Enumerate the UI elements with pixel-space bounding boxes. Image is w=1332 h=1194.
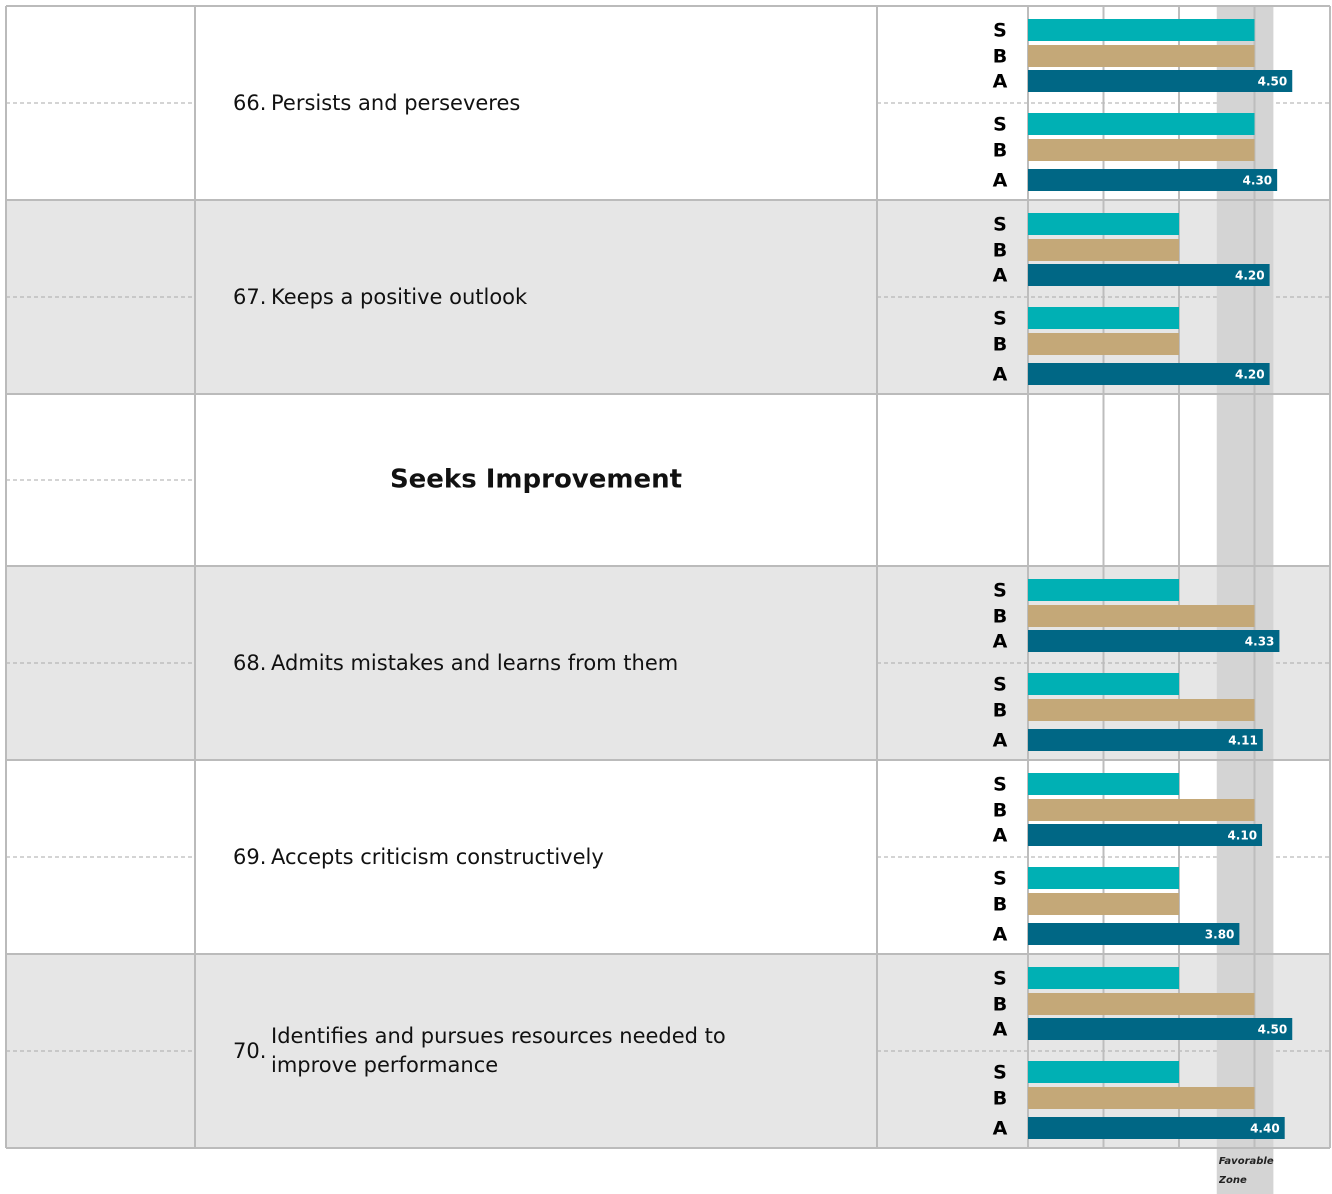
rater-letter: S [993,674,1007,696]
item-number: 70. [233,1039,267,1063]
bar-value-label: 4.40 [1250,1122,1280,1136]
rater-letter: B [993,700,1007,722]
rater-letter: A [993,364,1008,386]
item-number: 69. [233,845,267,869]
bar-value-label: 4.11 [1228,734,1258,748]
rater-letter: A [993,825,1008,847]
bar [1028,605,1255,627]
rater-letter: B [993,606,1007,628]
rater-letter: S [993,774,1007,796]
item-label-box: 70. Identifies and pursues resources need… [233,954,833,1148]
bar-value-label: 4.20 [1235,269,1265,283]
item-label-box: 69. Accepts criticism constructively [233,760,833,954]
rater-letter: A [993,1019,1008,1041]
bar [1028,264,1270,286]
item-label: 67. Keeps a positive outlook [233,200,833,394]
bar [1028,799,1255,821]
bar [1028,45,1255,67]
rater-letter: B [993,1088,1007,1110]
rater-letter: A [993,631,1008,653]
item-label: 69. Accepts criticism constructively [233,760,833,954]
rater-letter: S [993,20,1007,42]
bar [1028,993,1255,1015]
bar [1028,673,1179,695]
bar-value-label: 3.80 [1205,928,1235,942]
bar [1028,1018,1293,1040]
bar [1028,893,1179,915]
bar [1028,19,1255,41]
bar [1028,70,1293,92]
rater-letter: A [993,170,1008,192]
item-number: 66. [233,91,267,115]
rater-letter: A [993,730,1008,752]
rater-letter: B [993,800,1007,822]
bar [1028,773,1179,795]
rater-letter: B [993,46,1007,68]
rater-letter: B [993,894,1007,916]
bar [1028,307,1179,329]
item-label-box: 68. Admits mistakes and learns from them [233,566,833,760]
bar [1028,699,1255,721]
bar [1028,729,1263,751]
rater-letter: A [993,924,1008,946]
rater-letter: A [993,1118,1008,1140]
rater-letter: B [993,140,1007,162]
bar [1028,113,1255,135]
bar [1028,239,1179,261]
item-text: Keeps a positive outlook [271,284,528,309]
item-label: 70.Identifies and pursues resources need… [233,954,833,1148]
section-heading: Seeks Improvement [390,465,682,495]
row-background [6,394,1330,566]
bar-value-label: 4.20 [1235,368,1265,382]
item-text: Identifies and pursues resources needed … [271,1024,726,1077]
bar [1028,333,1179,355]
rater-letter: B [993,240,1007,262]
bar-value-label: 4.50 [1258,75,1288,89]
rater-letter: S [993,968,1007,990]
favorable-zone-label-box: Favorable Zone [1218,1156,1274,1186]
item-label: 68. Admits mistakes and learns from them [233,566,833,760]
bar [1028,824,1263,846]
rater-letter: A [993,265,1008,287]
rater-letter: S [993,308,1007,330]
item-number: 68. [233,651,267,675]
rater-letter: B [993,994,1007,1016]
item-text: Persists and perseveres [271,90,521,115]
bar [1028,1117,1285,1139]
bar-value-label: 4.33 [1245,635,1275,649]
bar [1028,213,1179,235]
grid [5,5,1331,1149]
item-number: 67. [233,285,267,309]
backgrounds [6,6,1330,1148]
rater-letter: S [993,580,1007,602]
bar [1028,967,1179,989]
rater-letter: S [993,214,1007,236]
bar [1028,630,1280,652]
rater-letter: B [993,334,1007,356]
item-text: Accepts criticism constructively [271,844,604,869]
bar [1028,579,1179,601]
bar-value-label: 4.10 [1227,829,1257,843]
favorable-zone-label: Favorable Zone [1218,1156,1274,1186]
bar [1028,1061,1179,1083]
rater-letter: S [993,114,1007,136]
bar-value-label: 4.30 [1243,174,1273,188]
item-label: 66. Persists and perseveres [233,6,833,200]
bar [1028,1087,1255,1109]
item-text: Admits mistakes and learns from them [271,650,679,675]
item-label-box: 66. Persists and perseveres [233,6,833,200]
bar [1028,867,1179,889]
bar [1028,363,1270,385]
item-label-box: 67. Keeps a positive outlook [233,200,833,394]
bar [1028,169,1278,191]
bar [1028,923,1240,945]
rater-letter: S [993,1062,1007,1084]
bar [1028,139,1255,161]
rater-letter: S [993,868,1007,890]
bar-value-label: 4.50 [1258,1023,1288,1037]
rater-letter: A [993,71,1008,93]
